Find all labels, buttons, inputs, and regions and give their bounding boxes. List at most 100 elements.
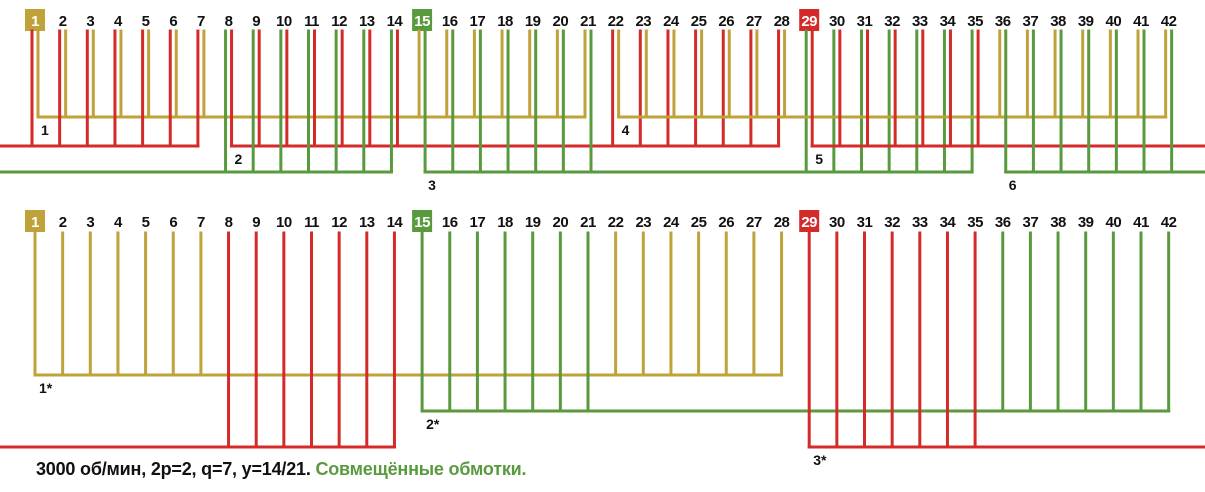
top-slot-number-36: 36	[995, 13, 1011, 30]
bottom-slot-number-35: 35	[967, 214, 983, 231]
top-slot-number-18: 18	[497, 13, 513, 30]
top-slot-number-16: 16	[442, 13, 458, 30]
bottom-slot-highlight-1	[25, 210, 45, 232]
bottom-slot-number-15: 15	[414, 214, 430, 231]
top-slot-number-23: 23	[635, 13, 651, 30]
top-slot-number-29: 29	[801, 13, 817, 30]
top-slot-highlight-15	[412, 9, 433, 31]
caption-parameters: 3000 об/мин, 2p=2, q=7, y=14/21.	[36, 459, 311, 479]
top-group-label-5: 5	[815, 151, 823, 167]
bottom-slot-number-30: 30	[829, 214, 845, 231]
bottom-slot-number-42: 42	[1161, 214, 1177, 231]
top-slot-number-10: 10	[276, 13, 292, 30]
bottom-slot-number-10: 10	[276, 214, 292, 231]
top-slot-number-17: 17	[470, 13, 486, 30]
bottom-slot-number-18: 18	[497, 214, 513, 231]
top-slot-number-14: 14	[387, 13, 404, 30]
bottom-group-label-3s: 3*	[813, 452, 827, 468]
bottom-slot-number-6: 6	[169, 214, 177, 231]
top-slot-number-31: 31	[857, 13, 873, 30]
bottom-slot-number-2: 2	[59, 214, 67, 231]
top-slot-number-2: 2	[59, 13, 67, 30]
bottom-slot-number-3: 3	[86, 214, 94, 231]
top-slot-number-33: 33	[912, 13, 928, 30]
top-slot-number-42: 42	[1161, 13, 1177, 30]
bottom-slot-number-25: 25	[691, 214, 707, 231]
caption: 3000 об/мин, 2p=2, q=7, y=14/21. Совмещё…	[36, 459, 527, 480]
bottom-slot-number-22: 22	[608, 214, 624, 231]
bottom-slot-number-16: 16	[442, 214, 458, 231]
bottom-slot-number-39: 39	[1078, 214, 1094, 231]
bottom-group-label-2s: 2*	[426, 416, 440, 432]
top-slot-highlight-29	[799, 9, 820, 31]
bottom-slot-number-9: 9	[252, 214, 260, 231]
top-slot-number-30: 30	[829, 13, 845, 30]
bottom-slot-number-34: 34	[940, 214, 957, 231]
top-slot-number-6: 6	[169, 13, 177, 30]
bottom-slot-number-8: 8	[225, 214, 233, 231]
bottom-slot-number-12: 12	[331, 214, 347, 231]
bottom-slot-number-40: 40	[1106, 214, 1122, 231]
bottom-slot-number-26: 26	[718, 214, 734, 231]
top-slot-number-5: 5	[142, 13, 150, 30]
top-slot-number-7: 7	[197, 13, 205, 30]
bottom-slot-highlight-29	[799, 210, 820, 232]
top-slot-number-13: 13	[359, 13, 375, 30]
bottom-slot-number-21: 21	[580, 214, 596, 231]
top-slot-number-15: 15	[414, 13, 430, 30]
bottom-slot-number-41: 41	[1133, 214, 1149, 231]
top-slot-number-24: 24	[663, 13, 680, 30]
bottom-slot-number-28: 28	[774, 214, 790, 231]
top-slot-number-11: 11	[304, 13, 319, 30]
top-group-label-3: 3	[428, 177, 436, 193]
bottom-slot-number-27: 27	[746, 214, 762, 231]
bottom-slot-number-37: 37	[1023, 214, 1039, 231]
top-group-label-6: 6	[1009, 177, 1017, 193]
top-slot-number-40: 40	[1106, 13, 1122, 30]
top-slot-number-37: 37	[1023, 13, 1039, 30]
top-slot-number-38: 38	[1050, 13, 1066, 30]
top-slot-number-22: 22	[608, 13, 624, 30]
bottom-slot-number-24: 24	[663, 214, 680, 231]
top-slot-number-20: 20	[553, 13, 569, 30]
bottom-slot-number-13: 13	[359, 214, 375, 231]
top-slot-number-28: 28	[774, 13, 790, 30]
top-group-label-1: 1	[41, 122, 49, 138]
top-slot-number-32: 32	[884, 13, 900, 30]
top-slot-number-39: 39	[1078, 13, 1094, 30]
bottom-slot-number-17: 17	[470, 214, 486, 231]
top-group-label-2: 2	[235, 151, 243, 167]
top-group-label-4: 4	[622, 122, 630, 138]
top-slot-number-8: 8	[225, 13, 233, 30]
bottom-slot-number-19: 19	[525, 214, 541, 231]
bottom-slot-number-4: 4	[114, 214, 123, 231]
top-slot-number-12: 12	[331, 13, 347, 30]
top-slot-number-25: 25	[691, 13, 707, 30]
top-slot-number-26: 26	[718, 13, 734, 30]
bottom-slot-number-5: 5	[142, 214, 150, 231]
bottom-slot-number-32: 32	[884, 214, 900, 231]
bottom-slot-number-38: 38	[1050, 214, 1066, 231]
bottom-slot-number-36: 36	[995, 214, 1011, 231]
top-slot-number-19: 19	[525, 13, 541, 30]
bottom-slot-number-20: 20	[553, 214, 569, 231]
bottom-slot-number-7: 7	[197, 214, 205, 231]
top-slot-number-3: 3	[86, 13, 94, 30]
bottom-slot-number-29: 29	[801, 214, 817, 231]
top-slot-number-9: 9	[252, 13, 260, 30]
top-slot-number-34: 34	[940, 13, 957, 30]
bottom-slot-number-31: 31	[857, 214, 873, 231]
top-slot-highlight-1	[25, 9, 45, 31]
top-slot-number-41: 41	[1133, 13, 1149, 30]
top-slot-number-27: 27	[746, 13, 762, 30]
bottom-slot-highlight-15	[412, 210, 433, 232]
top-slot-number-1: 1	[31, 13, 39, 30]
bottom-group-label-1s: 1*	[39, 380, 53, 396]
top-slot-number-21: 21	[580, 13, 596, 30]
top-slot-number-4: 4	[114, 13, 123, 30]
bottom-slot-number-23: 23	[635, 214, 651, 231]
top-slot-number-35: 35	[967, 13, 983, 30]
bottom-slot-number-1: 1	[31, 214, 39, 231]
bottom-slot-number-11: 11	[304, 214, 319, 231]
